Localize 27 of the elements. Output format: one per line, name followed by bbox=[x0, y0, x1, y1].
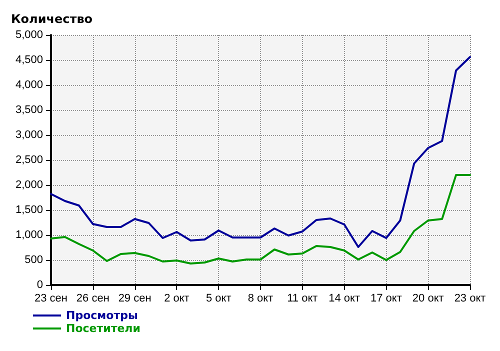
x-tick-label: 20 окт bbox=[412, 292, 444, 304]
y-tick-label: 1,500 bbox=[15, 204, 43, 216]
y-tick-label: 3,000 bbox=[15, 129, 43, 141]
x-tick-label: 2 окт bbox=[164, 292, 190, 304]
x-tick-label: 14 окт bbox=[328, 292, 360, 304]
x-tick-label: 5 окт bbox=[206, 292, 232, 304]
x-tick-label: 17 окт bbox=[370, 292, 402, 304]
x-tick-label: 8 окт bbox=[248, 292, 274, 304]
line-series bbox=[50, 56, 471, 248]
x-tick-label: 11 окт bbox=[287, 292, 318, 304]
x-tick-label: 26 сен bbox=[76, 292, 110, 304]
y-tick-label: 4,000 bbox=[15, 79, 43, 91]
line-series bbox=[50, 174, 471, 264]
x-tick-label: 29 сен bbox=[118, 292, 152, 304]
y-tick-label: 4,500 bbox=[15, 54, 43, 66]
legend-label: Просмотры bbox=[66, 309, 138, 322]
y-tick-label: 500 bbox=[24, 254, 43, 266]
x-tick-label: 23 окт bbox=[454, 292, 486, 304]
y-tick-label: 1,000 bbox=[15, 229, 43, 241]
y-tick-label: 3,500 bbox=[15, 104, 43, 116]
y-tick-label: 0 bbox=[36, 279, 43, 291]
y-tick-label: 2,500 bbox=[15, 154, 43, 166]
y-tick-label: 5,000 bbox=[15, 29, 43, 41]
y-tick-label: 2,000 bbox=[15, 179, 43, 191]
x-tick-label: 23 сен bbox=[34, 292, 68, 304]
y-axis-title: Количество bbox=[11, 12, 93, 26]
legend-label: Посетители bbox=[66, 322, 140, 335]
